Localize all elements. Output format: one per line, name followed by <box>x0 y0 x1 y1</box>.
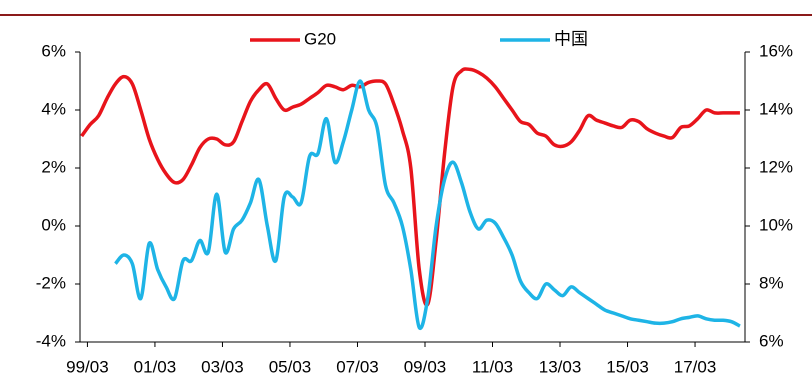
x-tick-label: 99/03 <box>66 357 109 376</box>
y2-tick-label: 12% <box>759 157 793 176</box>
x-tick-label: 15/03 <box>606 357 649 376</box>
series-line <box>114 79 741 331</box>
y-tick-label: -4% <box>36 331 66 350</box>
y2-tick-label: 6% <box>759 331 784 350</box>
x-tick-label: 09/03 <box>404 357 447 376</box>
series-line <box>80 67 740 307</box>
y2-tick-label: 14% <box>759 99 793 118</box>
x-tick-label: 03/03 <box>201 357 244 376</box>
y2-tick-label: 10% <box>759 215 793 234</box>
y-tick-label: 6% <box>41 41 66 60</box>
x-tick-label: 07/03 <box>336 357 379 376</box>
x-tick-label: 13/03 <box>539 357 582 376</box>
y-tick-label: 0% <box>41 215 66 234</box>
legend-label: G20 <box>304 29 336 48</box>
y-tick-label: 2% <box>41 157 66 176</box>
y2-tick-label: 16% <box>759 41 793 60</box>
x-tick-label: 17/03 <box>674 357 717 376</box>
x-tick-label: 01/03 <box>134 357 177 376</box>
x-tick-label: 11/03 <box>472 357 513 376</box>
y-tick-label: 4% <box>41 99 66 118</box>
x-tick-label: 05/03 <box>269 357 312 376</box>
legend-label: 中国 <box>554 29 588 48</box>
y-tick-label: -2% <box>36 273 66 292</box>
y2-tick-label: 8% <box>759 273 784 292</box>
